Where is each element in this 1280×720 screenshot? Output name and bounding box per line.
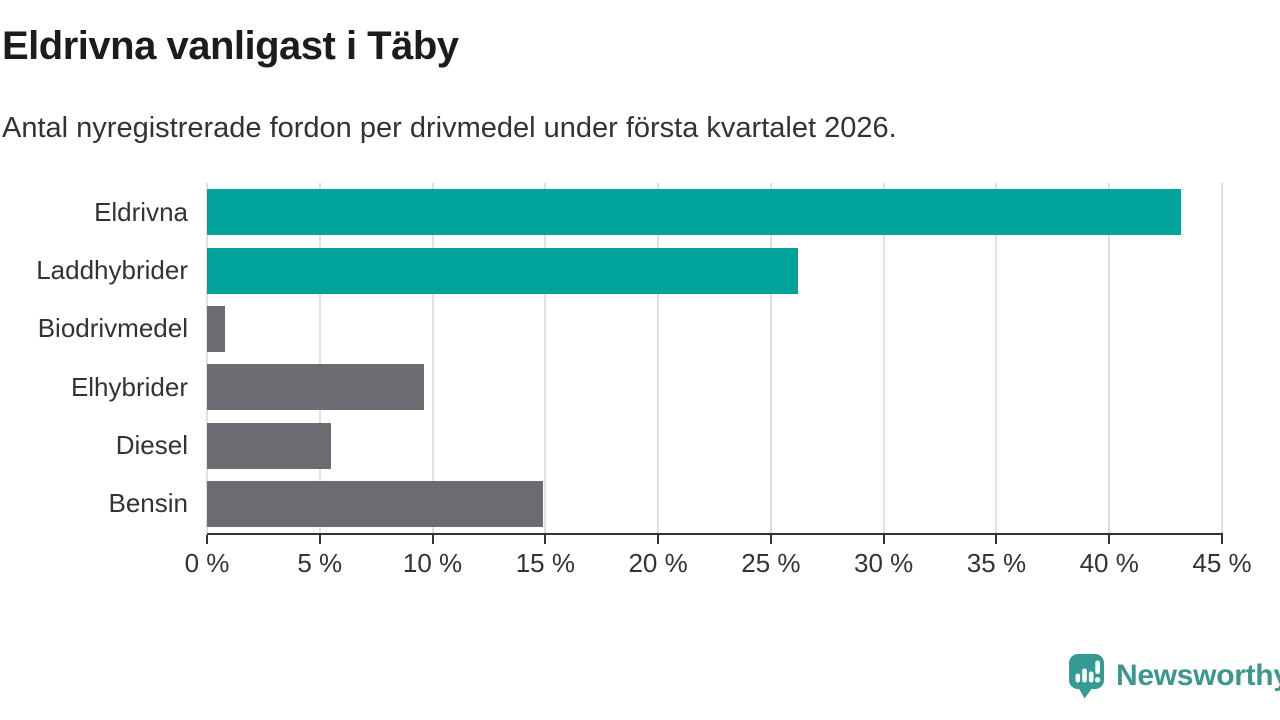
bar-biodrivmedel [207, 305, 226, 352]
gridline-5 [318, 183, 321, 533]
category-label-laddhybrider: Laddhybrider [36, 254, 188, 285]
x-tick-label-5: 5 % [297, 548, 343, 578]
category-label-diesel: Diesel [115, 429, 188, 460]
brand-name: Newsworthy [1116, 659, 1280, 692]
category-label-bensin: Bensin [108, 488, 189, 519]
gridline-25 [769, 183, 772, 533]
x-tick-15 [544, 535, 547, 544]
bar-bensin [207, 480, 544, 527]
gridline-45 [1221, 183, 1223, 533]
gridline-20 [657, 183, 660, 533]
x-tick-10 [431, 535, 434, 544]
x-tick-label-30: 30 % [854, 548, 914, 578]
gridline-35 [995, 183, 998, 533]
gridline-15 [544, 183, 547, 533]
x-tick-40 [1108, 535, 1111, 544]
x-tick-5 [318, 535, 321, 544]
bar-elhybrider [207, 364, 424, 411]
bar-diesel [207, 422, 332, 469]
chart-title: Eldrivna vanligast i Täby [2, 24, 459, 68]
x-tick-35 [995, 535, 998, 544]
chart-subtitle: Antal nyregistrerade fordon per drivmede… [2, 112, 897, 144]
category-axis-labels: Eldrivna Laddhybrider Biodrivmedel Elhybrid… [0, 183, 188, 533]
brand-footer: Newsworthy [1068, 653, 1280, 699]
x-tick-label-20: 20 % [628, 548, 688, 578]
x-tick-0 [206, 535, 208, 544]
gridline-30 [882, 183, 885, 533]
x-axis-line [207, 533, 1223, 535]
x-tick-label-35: 35 % [966, 548, 1027, 578]
x-tick-30 [882, 535, 885, 544]
x-tick-20 [657, 535, 660, 544]
x-tick-label-15: 15 % [515, 548, 575, 578]
bar-chart-plot-area [206, 183, 1223, 533]
x-tick-label-10: 10 % [402, 548, 463, 578]
category-label-elhybrider: Elhybrider [70, 371, 188, 402]
gridline-40 [1108, 183, 1111, 533]
x-tick-25 [769, 535, 772, 544]
x-tick-label-45: 45 % [1192, 548, 1252, 578]
x-tick-label-40: 40 % [1079, 548, 1139, 578]
x-tick-label-0: 0 % [184, 548, 230, 578]
gridline-0 [206, 183, 208, 533]
category-label-eldrivna: Eldrivna [94, 196, 188, 227]
bar-laddhybrider [207, 247, 798, 294]
category-label-biodrivmedel: Biodrivmedel [37, 313, 188, 344]
gridline-10 [431, 183, 434, 533]
x-tick-45 [1221, 535, 1223, 544]
bar-eldrivna [207, 189, 1182, 236]
newsworthy-logo-icon [1069, 654, 1104, 699]
x-tick-label-25: 25 % [741, 548, 801, 578]
